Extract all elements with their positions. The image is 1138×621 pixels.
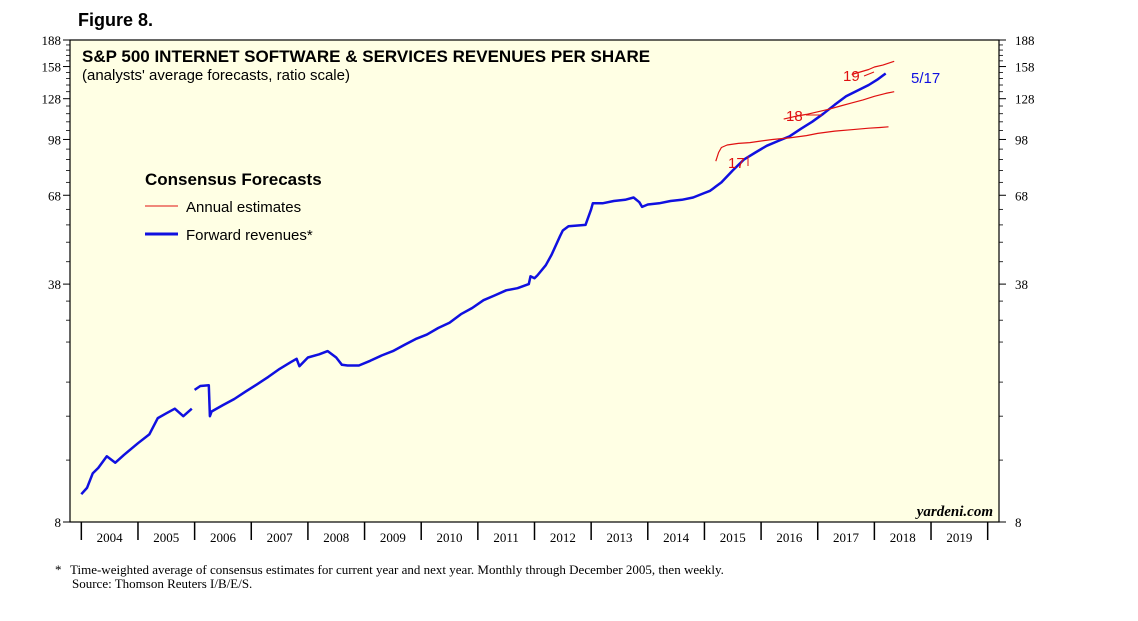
y-tick-label-right: 188	[1015, 33, 1035, 48]
figure-label: Figure 8.	[78, 10, 154, 30]
plot-area	[69, 39, 1000, 523]
y-tick-label-left: 188	[42, 33, 62, 48]
chart-title: S&P 500 INTERNET SOFTWARE & SERVICES REV…	[82, 47, 650, 66]
y-tick-label-left: 98	[48, 132, 61, 147]
series-line-annual-estimates	[851, 60, 895, 76]
y-tick-label-right: 8	[1015, 515, 1022, 530]
series-layer	[80, 60, 895, 496]
series-line-forward-revenues	[193, 72, 887, 418]
y-tick-label-left: 128	[42, 92, 62, 107]
x-tick-label: 2014	[663, 530, 690, 545]
x-tick-label: 2006	[210, 530, 237, 545]
x-tick-label: 2008	[323, 530, 349, 545]
series-line-annual-estimates	[715, 126, 889, 162]
annotation-18: 18	[786, 108, 803, 125]
x-tick-label: 2015	[720, 530, 746, 545]
y-tick-label-right: 38	[1015, 277, 1028, 292]
annotation-latest: 5/17	[911, 70, 940, 87]
x-tick-label: 2019	[946, 530, 972, 545]
y-tick-label-right: 98	[1015, 132, 1028, 147]
y-tick-label-right: 158	[1015, 60, 1035, 75]
x-tick-label: 2009	[380, 530, 406, 545]
y-tick-label-right: 128	[1015, 92, 1035, 107]
x-tick-label: 2005	[153, 530, 179, 545]
y-tick-label-left: 158	[42, 60, 62, 75]
watermark: yardeni.com	[915, 504, 993, 520]
x-tick-label: 2018	[890, 530, 916, 545]
x-tick-label: 2004	[97, 530, 124, 545]
footnote-text: Time-weighted average of consensus estim…	[70, 562, 724, 577]
x-tick-label: 2012	[550, 530, 576, 545]
x-tick-label: 2013	[606, 530, 632, 545]
footnotes: * Time-weighted average of consensus esti…	[55, 563, 724, 591]
annotation-17: 17	[728, 155, 745, 172]
y-tick-label-left: 38	[48, 277, 61, 292]
legend-title: Consensus Forecasts	[145, 170, 322, 189]
legend-label-forward: Forward revenues*	[186, 227, 313, 244]
x-tick-label: 2017	[833, 530, 860, 545]
y-tick-label-left: 8	[55, 515, 62, 530]
series-line-forward-revenues	[80, 407, 193, 496]
x-tick-label: 2016	[776, 530, 803, 545]
y-tick-label-right: 68	[1015, 188, 1028, 203]
source-text: Source: Thomson Reuters I/B/E/S.	[72, 576, 253, 591]
footnote-marker: *	[55, 562, 62, 577]
y-tick-label-left: 68	[48, 188, 61, 203]
annotation-19-leader	[863, 71, 875, 77]
axis-ticks: 188 188 158 158 128 128 98 98 68 68 38 38 8 8 2004 2005…	[42, 33, 1035, 545]
x-tick-label: 2010	[437, 530, 463, 545]
x-tick-label: 2007	[267, 530, 294, 545]
series-line-annual-estimates	[783, 91, 895, 120]
annotation-19: 19	[843, 68, 860, 85]
legend-label-annual: Annual estimates	[186, 199, 301, 216]
chart-subtitle: (analysts' average forecasts, ratio scal…	[82, 67, 350, 84]
x-tick-label: 2011	[493, 530, 519, 545]
